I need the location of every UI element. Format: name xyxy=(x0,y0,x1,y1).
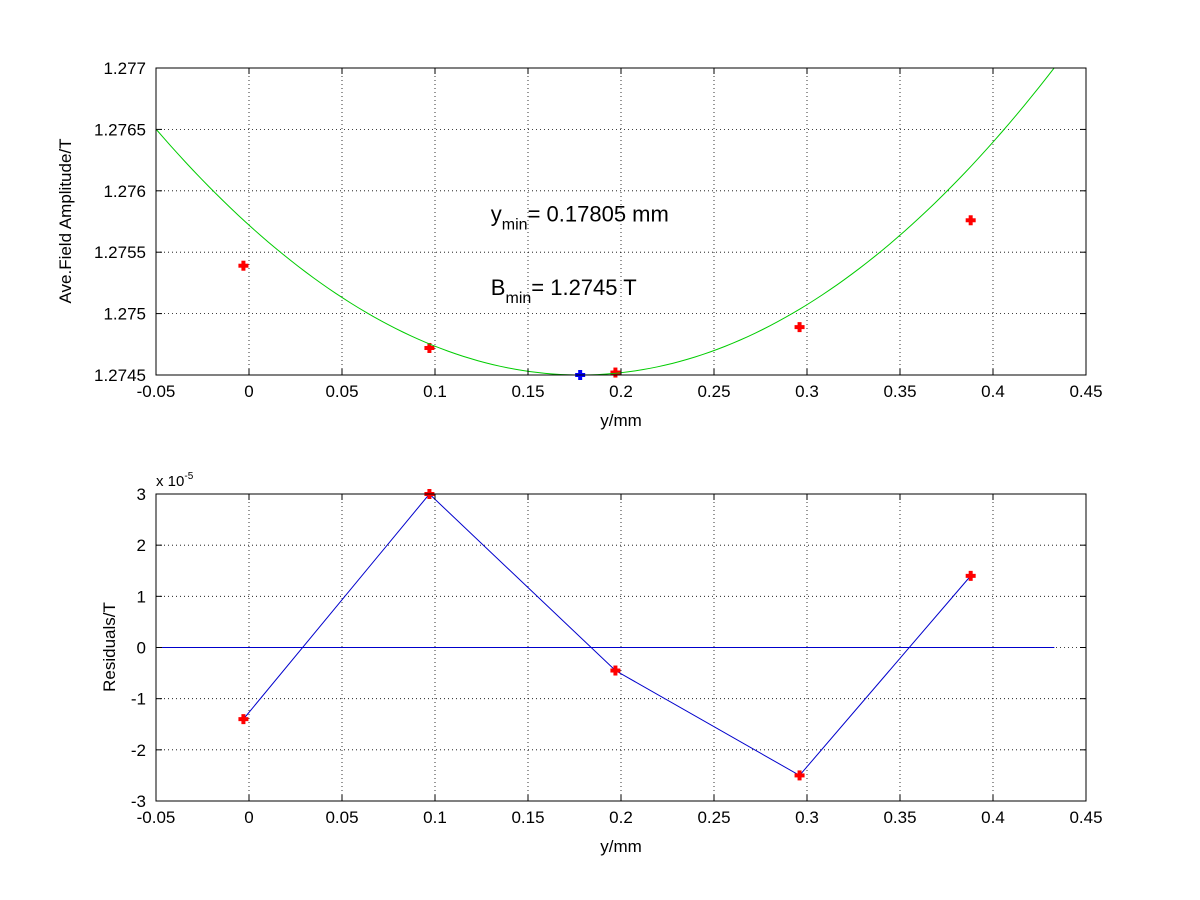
top-x-tick-label: 0 xyxy=(244,382,253,401)
exponent-power: -5 xyxy=(184,471,193,482)
annotation-value: = 0.17805 mm xyxy=(528,202,669,227)
top-y-tick-label: 1.277 xyxy=(103,59,146,78)
bmin-annotation: Bmin= 1.2745 T xyxy=(491,275,637,307)
bottom-y-tick-label: 0 xyxy=(137,639,146,658)
bottom-x-tick-label: 0.3 xyxy=(795,808,819,827)
bottom-y-tick-label: -2 xyxy=(131,741,146,760)
top-x-tick-label: 0.4 xyxy=(981,382,1005,401)
top-ticks: -0.05 0 0.05 0.1 0.15 0.2 0.25 0.3 0.35 0.4 0.45 1.… xyxy=(94,59,1103,401)
bottom-x-tick-label: 0.15 xyxy=(511,808,544,827)
bottom-x-tick-label: 0.25 xyxy=(697,808,730,827)
top-x-tick-label: 0.3 xyxy=(795,382,819,401)
annotation-subscript: min xyxy=(505,290,531,307)
bottom-y-tick-label: 2 xyxy=(137,536,146,555)
top-x-tick-label: -0.05 xyxy=(137,382,176,401)
bottom-plot: -0.05 0 0.05 0.1 0.15 0.2 0.25 0.3 0.35 0.4 0.45 -3… xyxy=(100,471,1103,856)
bottom-plot-content xyxy=(156,489,1055,781)
top-x-tick-label: 0.35 xyxy=(883,382,916,401)
bottom-x-tick-label: 0 xyxy=(244,808,253,827)
top-plot-content xyxy=(155,67,1055,380)
top-plot: -0.05 0 0.05 0.1 0.15 0.2 0.25 0.3 0.35 0.4 0.45 1.… xyxy=(56,59,1103,430)
top-x-tick-label: 0.25 xyxy=(697,382,730,401)
exponent-base: x 10 xyxy=(156,473,184,490)
bottom-x-axis-label: y/mm xyxy=(600,837,642,856)
bottom-x-tick-label: 0.45 xyxy=(1069,808,1102,827)
bottom-x-tick-label: 0.2 xyxy=(609,808,633,827)
annotation-main: B xyxy=(491,275,506,300)
top-plot-area xyxy=(156,68,1086,375)
data-point xyxy=(794,322,805,333)
fit-curve xyxy=(155,67,1055,376)
bottom-y-tick-label: -1 xyxy=(131,690,146,709)
top-y-tick-label: 1.2745 xyxy=(94,366,146,385)
residual-point xyxy=(794,770,805,781)
bottom-y-tick-label: 3 xyxy=(137,485,146,504)
bottom-ticks: -0.05 0 0.05 0.1 0.15 0.2 0.25 0.3 0.35 0.4 0.45 -3… xyxy=(131,485,1103,827)
bottom-x-tick-label: 0.05 xyxy=(325,808,358,827)
top-y-axis-label: Ave.Field Amplitude/T xyxy=(56,138,75,303)
data-point xyxy=(238,260,249,271)
bottom-x-tick-label: 0.1 xyxy=(423,808,447,827)
top-x-tick-label: 0.05 xyxy=(325,382,358,401)
residual-point xyxy=(965,570,976,581)
bottom-y-exponent: x 10-5 xyxy=(156,471,194,490)
annotation-value: = 1.2745 T xyxy=(531,275,636,300)
annotation-subscript: min xyxy=(502,217,528,234)
data-point xyxy=(965,215,976,226)
bottom-x-tick-label: -0.05 xyxy=(137,808,176,827)
top-x-tick-label: 0.45 xyxy=(1069,382,1102,401)
top-x-tick-label: 0.15 xyxy=(511,382,544,401)
bottom-y-tick-label: 1 xyxy=(137,587,146,606)
top-x-tick-label: 0.2 xyxy=(609,382,633,401)
residual-point xyxy=(610,665,621,676)
top-y-tick-label: 1.275 xyxy=(103,305,146,324)
bottom-x-tick-label: 0.35 xyxy=(883,808,916,827)
bottom-y-tick-label: -3 xyxy=(131,792,146,811)
top-grid xyxy=(156,68,1086,375)
bottom-y-axis-label: Residuals/T xyxy=(100,602,119,692)
residual-point xyxy=(238,714,249,725)
top-y-tick-label: 1.276 xyxy=(103,182,146,201)
top-y-tick-label: 1.2765 xyxy=(94,120,146,139)
top-x-tick-label: 0.1 xyxy=(423,382,447,401)
data-point xyxy=(424,342,435,353)
annotation-main: y xyxy=(491,202,502,227)
top-y-tick-label: 1.2755 xyxy=(94,243,146,262)
ymin-annotation: ymin= 0.17805 mm xyxy=(491,202,669,234)
bottom-x-tick-label: 0.4 xyxy=(981,808,1005,827)
top-x-axis-label: y/mm xyxy=(600,411,642,430)
